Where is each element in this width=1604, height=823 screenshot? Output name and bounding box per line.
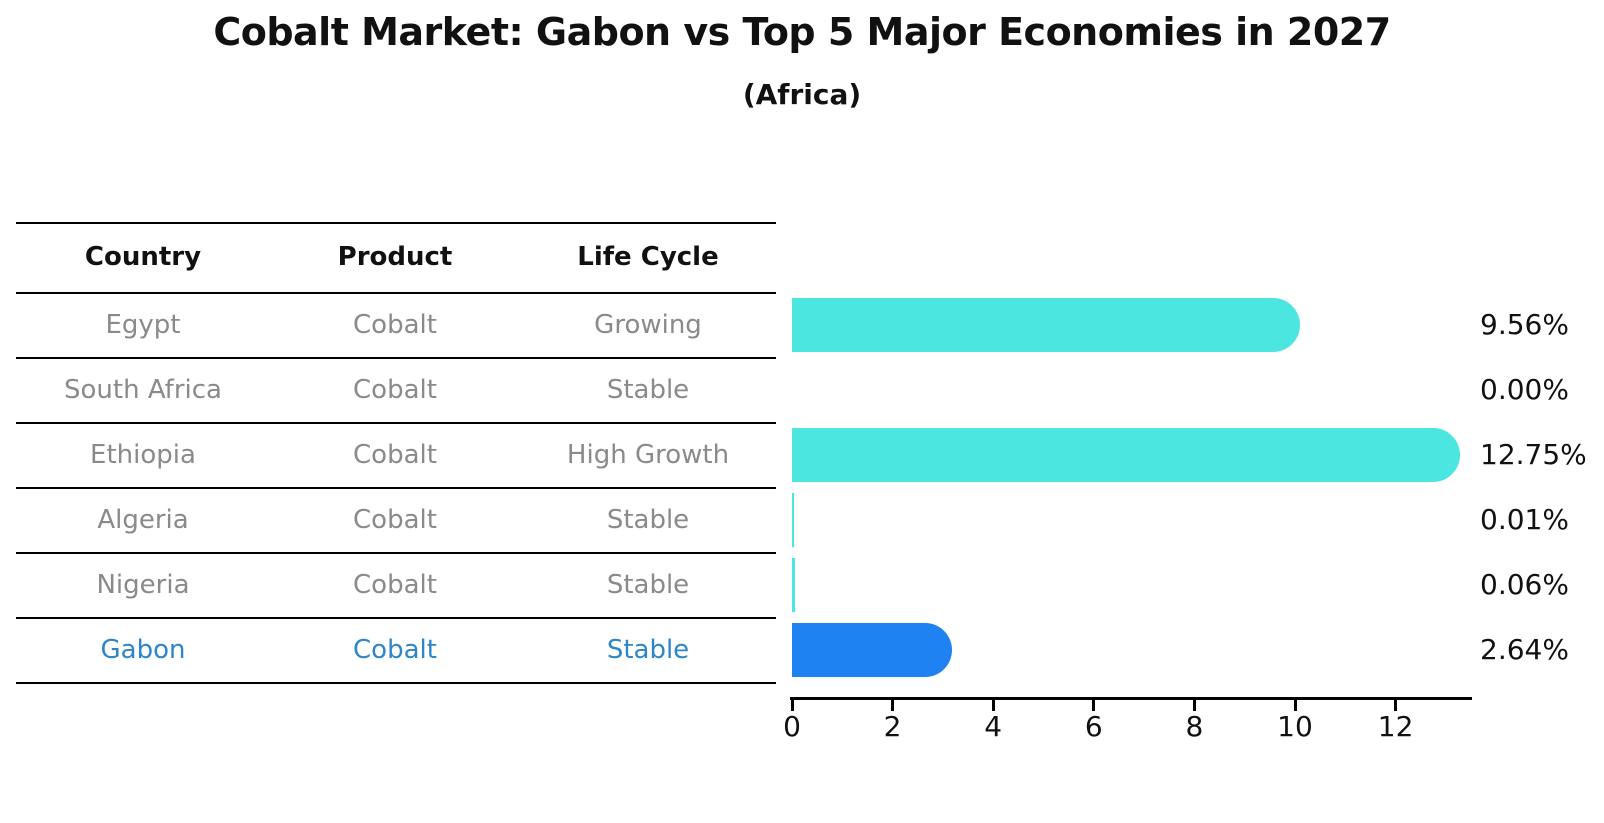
table-cell-country: Gabon — [100, 634, 186, 665]
x-tick-label: 2 — [883, 710, 902, 743]
x-tick-mark — [1192, 697, 1196, 711]
x-tick-mark — [790, 697, 794, 711]
table-rule-line — [16, 617, 776, 619]
table-row: Algeria Cobalt Stable — [16, 487, 776, 552]
x-tick-mark — [1293, 697, 1297, 711]
bar-value-label: 12.75% — [1480, 438, 1587, 471]
table-header-life-cycle: Life Cycle — [577, 242, 719, 272]
table-cell-life-cycle: Stable — [606, 504, 690, 535]
table-rule-line — [16, 222, 776, 224]
table-cell-country: Ethiopia — [90, 439, 196, 470]
x-tick-mark — [991, 697, 995, 711]
table-rule-line — [16, 357, 776, 359]
bar-value-label: 0.01% — [1480, 503, 1569, 536]
x-tick-label: 4 — [984, 710, 1003, 743]
chart-subtitle: (Africa) — [742, 78, 862, 111]
x-tick-label: 0 — [783, 710, 801, 743]
table-row: Gabon Cobalt Stable — [16, 617, 776, 682]
table-rule-line — [16, 682, 776, 684]
bar-algeria — [792, 492, 794, 547]
bar-gabon — [792, 622, 952, 677]
table-cell-product: Cobalt — [353, 569, 437, 600]
bar-value-label: 0.06% — [1480, 568, 1569, 601]
table-cell-product: Cobalt — [353, 634, 437, 665]
bar-value-label: 0.00% — [1480, 373, 1569, 406]
bar-ethiopia — [792, 427, 1461, 482]
x-tick-label: 12 — [1377, 710, 1414, 743]
table-row: Ethiopia Cobalt High Growth — [16, 422, 776, 487]
table-cell-country: Algeria — [97, 504, 189, 535]
table-rule-line — [16, 487, 776, 489]
x-tick-label: 6 — [1084, 710, 1103, 743]
table-header-row: Country Product Life Cycle — [16, 222, 776, 292]
table-cell-country: South Africa — [64, 374, 222, 405]
table-cell-country: Nigeria — [96, 569, 190, 600]
table-cell-life-cycle: Stable — [606, 634, 690, 665]
bar-egypt — [792, 297, 1300, 352]
table-cell-life-cycle: High Growth — [566, 439, 730, 470]
table-row: Nigeria Cobalt Stable — [16, 552, 776, 617]
table-cell-life-cycle: Stable — [606, 374, 690, 405]
table-cell-life-cycle: Growing — [594, 309, 702, 340]
x-axis-line — [790, 697, 1472, 700]
table-cell-product: Cobalt — [353, 504, 437, 535]
table-row: Egypt Cobalt Growing — [16, 292, 776, 357]
table-row: South Africa Cobalt Stable — [16, 357, 776, 422]
table-cell-country: Egypt — [105, 309, 181, 340]
table-rule-line — [16, 552, 776, 554]
bar-value-label: 9.56% — [1480, 308, 1569, 341]
table-cell-life-cycle: Stable — [606, 569, 690, 600]
table-header-product: Product — [337, 242, 453, 272]
x-tick-label: 10 — [1277, 710, 1313, 743]
table-rule-line — [16, 292, 776, 294]
chart-title: Cobalt Market: Gabon vs Top 5 Major Econ… — [213, 10, 1391, 54]
x-tick-mark — [1394, 697, 1398, 711]
x-tick-label: 8 — [1185, 710, 1204, 743]
table-header-country: Country — [84, 242, 202, 272]
bar-nigeria — [792, 557, 796, 612]
x-tick-mark — [1092, 697, 1096, 711]
table-cell-product: Cobalt — [353, 309, 437, 340]
x-tick-mark — [891, 697, 895, 711]
table-cell-product: Cobalt — [353, 374, 437, 405]
table-rule-line — [16, 422, 776, 424]
bar-value-label: 2.64% — [1480, 633, 1569, 666]
table-cell-product: Cobalt — [353, 439, 437, 470]
